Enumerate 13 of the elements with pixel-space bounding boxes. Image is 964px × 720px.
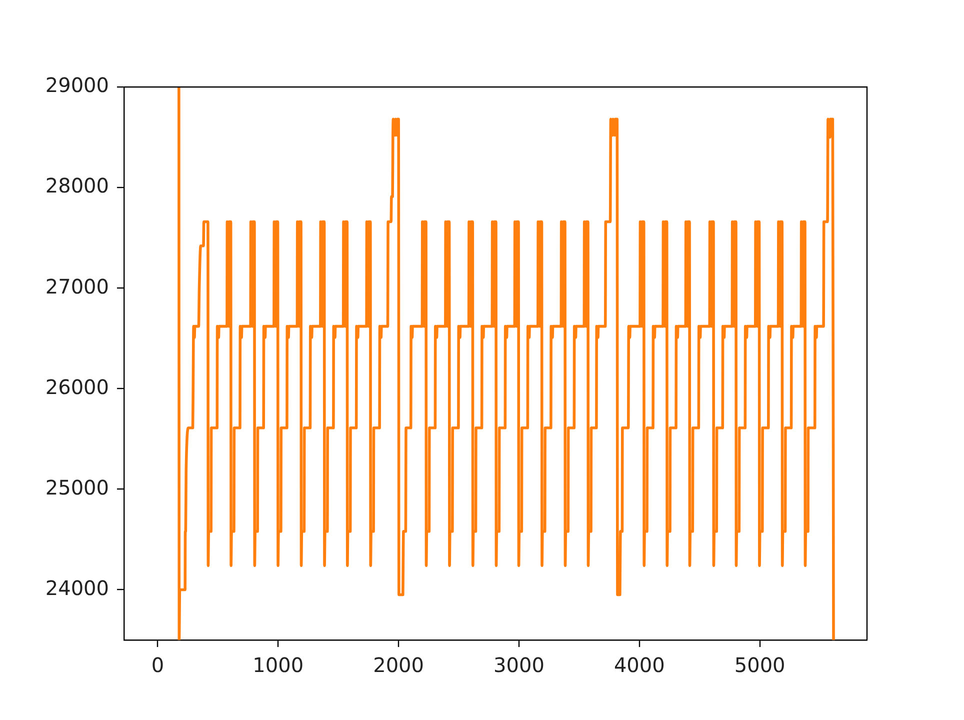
x-tick-label: 0 <box>151 653 164 678</box>
y-tick-label: 26000 <box>45 374 109 399</box>
x-tick-label: 4000 <box>614 653 665 678</box>
y-tick-label: 27000 <box>45 274 109 298</box>
x-tick-label: 1000 <box>252 653 304 678</box>
y-tick-label: 25000 <box>45 475 109 500</box>
y-tick-label: 24000 <box>45 576 109 600</box>
y-tick-label: 29000 <box>45 73 109 98</box>
line-series <box>178 87 835 640</box>
x-tick-label: 2000 <box>373 653 424 678</box>
x-tick-label: 3000 <box>494 653 544 678</box>
y-tick-label: 28000 <box>45 174 109 198</box>
x-tick-label: 5000 <box>734 653 786 678</box>
